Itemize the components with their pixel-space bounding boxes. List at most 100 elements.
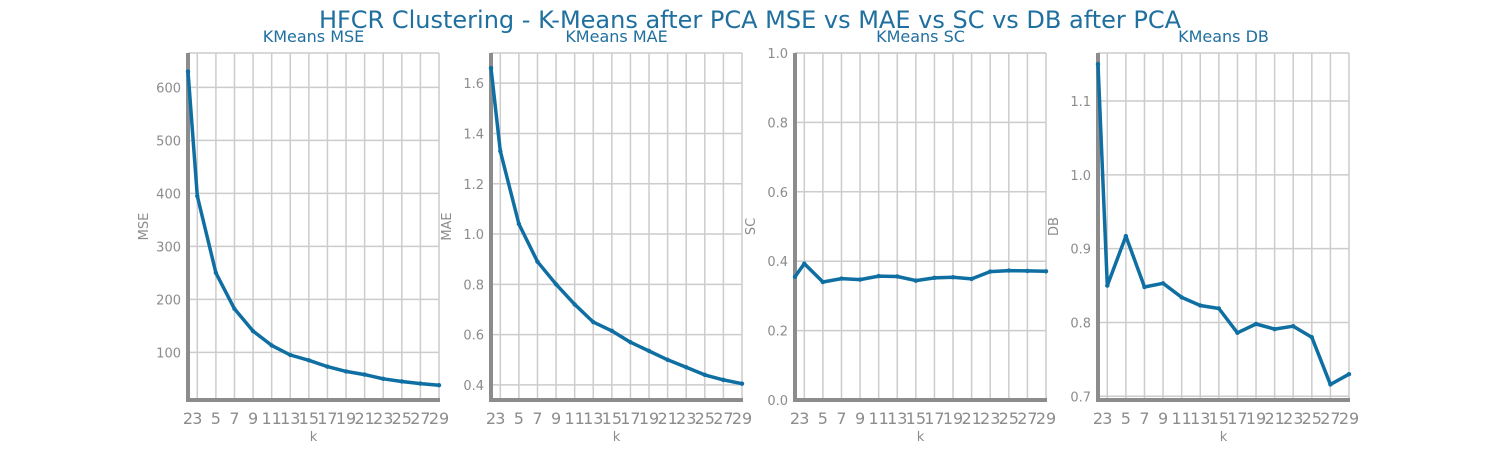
data-point bbox=[702, 372, 708, 378]
x-tick-label: 27 bbox=[1320, 409, 1340, 428]
x-tick-label: 11 bbox=[261, 409, 281, 428]
data-point bbox=[1123, 233, 1129, 239]
data-point bbox=[185, 69, 191, 74]
x-axis-label: k bbox=[1220, 430, 1228, 445]
subplot-title: KMeans MAE bbox=[565, 27, 667, 46]
x-tick-label: 27 bbox=[1017, 409, 1037, 428]
x-tick-label: 3 bbox=[495, 409, 505, 428]
data-point bbox=[1198, 303, 1203, 308]
y-tick-label: 1.0 bbox=[767, 47, 788, 62]
y-axis-label: MSE bbox=[137, 213, 152, 241]
data-point bbox=[820, 279, 826, 285]
x-tick-label: 19 bbox=[639, 409, 659, 428]
y-tick-label: 400 bbox=[156, 187, 181, 202]
x-tick-label: 15 bbox=[906, 409, 926, 428]
data-point bbox=[195, 193, 200, 199]
subplot-db: 2 3 5 7 9 111315171921232527290.70.80.91.01.1… bbox=[1047, 27, 1359, 445]
data-point bbox=[488, 65, 494, 71]
data-point bbox=[399, 379, 405, 384]
x-tick-label: 23 bbox=[980, 409, 1000, 428]
x-tick-label: 15 bbox=[299, 409, 319, 428]
x-axis-label: k bbox=[917, 430, 925, 445]
data-point bbox=[213, 270, 219, 276]
data-point bbox=[516, 221, 522, 227]
data-point bbox=[250, 328, 256, 334]
figure-title: HFCR Clustering - K-Means after PCA MSE … bbox=[319, 6, 1182, 34]
data-point bbox=[839, 276, 844, 281]
x-tick-label: 25 bbox=[695, 409, 715, 428]
x-tick-label: 17 bbox=[317, 409, 337, 428]
data-point bbox=[721, 377, 726, 383]
data-point bbox=[1216, 306, 1222, 311]
x-tick-label: 9 bbox=[248, 409, 258, 428]
x-tick-label: 2 bbox=[183, 409, 193, 428]
data-point bbox=[665, 357, 670, 362]
data-point bbox=[269, 343, 274, 348]
x-tick-label: 15 bbox=[1209, 409, 1229, 428]
data-point bbox=[535, 259, 540, 264]
y-tick-label: 1.6 bbox=[463, 77, 484, 92]
data-point bbox=[591, 319, 596, 325]
y-tick-label: 0.6 bbox=[463, 329, 484, 344]
data-point bbox=[802, 261, 807, 266]
x-tick-label: 25 bbox=[999, 409, 1019, 428]
y-tick-label: 1.4 bbox=[463, 127, 484, 142]
data-point bbox=[857, 277, 863, 282]
x-tick-label: 3 bbox=[192, 409, 202, 428]
x-tick-label: 7 bbox=[1139, 409, 1149, 428]
data-point bbox=[288, 352, 293, 358]
x-tick-label: 9 bbox=[551, 409, 561, 428]
data-point bbox=[1346, 371, 1352, 377]
y-tick-label: 0.9 bbox=[1070, 243, 1091, 258]
y-tick-label: 100 bbox=[156, 346, 181, 361]
x-tick-label: 2 bbox=[790, 409, 800, 428]
data-point bbox=[684, 365, 689, 370]
x-tick-label: 2 bbox=[486, 409, 496, 428]
y-tick-label: 1.2 bbox=[463, 178, 484, 193]
x-tick-label: 7 bbox=[532, 409, 542, 428]
x-tick-label: 17 bbox=[924, 409, 944, 428]
x-tick-label: 21 bbox=[657, 409, 677, 428]
data-point bbox=[988, 269, 993, 274]
y-tick-label: 0.4 bbox=[767, 255, 788, 270]
data-point bbox=[792, 274, 798, 280]
y-tick-label: 1.1 bbox=[1070, 95, 1091, 110]
data-point bbox=[739, 381, 745, 386]
y-tick-label: 0.2 bbox=[767, 325, 788, 340]
subplot-sc: 2 3 5 7 9 111315171921232527290.00.20.40.60.8… bbox=[744, 27, 1056, 445]
data-point bbox=[628, 339, 633, 345]
x-tick-label: 23 bbox=[373, 409, 393, 428]
x-tick-label: 29 bbox=[429, 409, 449, 428]
x-tick-label: 25 bbox=[1302, 409, 1322, 428]
data-point bbox=[1142, 284, 1147, 290]
data-point bbox=[1043, 269, 1049, 274]
y-tick-label: 0.8 bbox=[767, 116, 788, 131]
data-point bbox=[1272, 326, 1277, 332]
x-tick-label: 11 bbox=[868, 409, 888, 428]
x-tick-label: 23 bbox=[1283, 409, 1303, 428]
data-point bbox=[436, 382, 442, 388]
x-tick-label: 27 bbox=[410, 409, 430, 428]
x-tick-label: 11 bbox=[1171, 409, 1191, 428]
data-point bbox=[572, 302, 577, 307]
x-tick-label: 13 bbox=[280, 409, 300, 428]
data-point bbox=[381, 376, 386, 382]
data-point bbox=[876, 273, 881, 279]
x-tick-label: 5 bbox=[1121, 409, 1131, 428]
x-tick-label: 21 bbox=[354, 409, 374, 428]
x-tick-label: 19 bbox=[1246, 409, 1266, 428]
data-point bbox=[1309, 335, 1315, 340]
y-tick-label: 0.8 bbox=[1070, 316, 1091, 331]
x-tick-label: 3 bbox=[799, 409, 809, 428]
data-point bbox=[1328, 382, 1333, 387]
data-point bbox=[553, 282, 559, 287]
y-axis-label: SC bbox=[744, 218, 759, 235]
subplot-title: KMeans MSE bbox=[263, 27, 365, 46]
y-tick-label: 0.0 bbox=[767, 394, 788, 409]
data-point bbox=[1095, 61, 1101, 67]
y-tick-label: 200 bbox=[156, 293, 181, 308]
x-tick-label: 3 bbox=[1102, 409, 1112, 428]
y-tick-label: 0.8 bbox=[463, 278, 484, 293]
subplot-mae: 2 3 5 7 9 111315171921232527290.40.60.81.01.2… bbox=[440, 27, 752, 445]
